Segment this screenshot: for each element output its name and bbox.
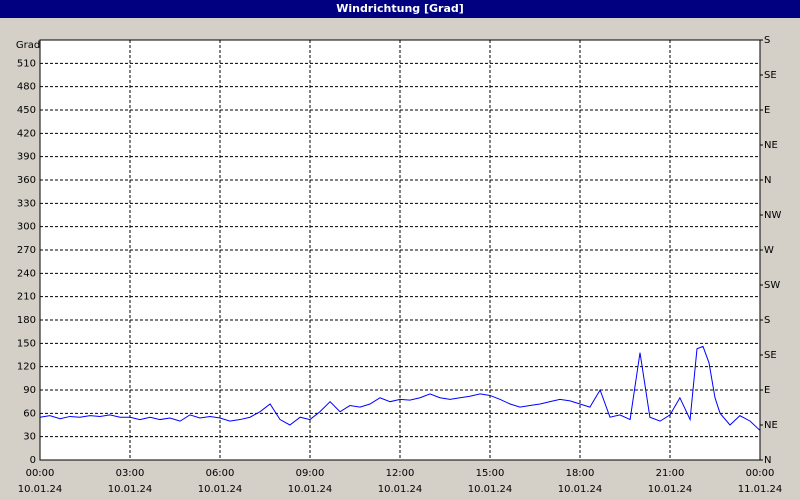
chart-title: Windrichtung [Grad] <box>336 2 464 15</box>
x-tick-label: 06:00 <box>206 468 235 479</box>
x-tick-date: 10.01.24 <box>288 484 333 495</box>
y-tick-label: 150 <box>17 338 36 349</box>
y2-tick-label: NW <box>764 210 781 221</box>
x-tick-date: 10.01.24 <box>108 484 153 495</box>
y2-tick-label: E <box>764 385 770 396</box>
data-line <box>39 345 761 431</box>
y2-tick-label: N <box>764 455 771 466</box>
x-tick-date: 10.01.24 <box>468 484 513 495</box>
x-tick-label: 12:00 <box>386 468 415 479</box>
y-tick-label: 240 <box>17 268 36 279</box>
x-tick-date: 10.01.24 <box>558 484 603 495</box>
y-tick-label: 510 <box>17 58 36 69</box>
x-tick-date: 10.01.24 <box>648 484 693 495</box>
x-tick-label: 18:00 <box>566 468 595 479</box>
y2-tick-label: S <box>764 35 770 46</box>
y2-tick-label: E <box>764 105 770 116</box>
y-tick-label: 450 <box>17 105 36 116</box>
y2-tick-label: W <box>764 245 774 256</box>
y-tick-label: 0 <box>30 455 36 466</box>
y-tick-label: 300 <box>17 222 36 233</box>
y-tick-label: 480 <box>17 82 36 93</box>
x-tick-label: 03:00 <box>116 468 145 479</box>
x-tick-date: 11.01.24 <box>738 484 783 495</box>
y-tick-label: 420 <box>17 128 36 139</box>
x-tick-date: 10.01.24 <box>378 484 423 495</box>
y-tick-label: 390 <box>17 152 36 163</box>
x-tick-date: 10.01.24 <box>198 484 243 495</box>
y-tick-label: 180 <box>17 315 36 326</box>
x-tick-label: 00:00 <box>26 468 55 479</box>
x-tick-date: 10.01.24 <box>18 484 63 495</box>
y2-tick-label: SW <box>764 280 780 291</box>
x-tick-label: 21:00 <box>656 468 685 479</box>
y2-tick-label: S <box>764 315 770 326</box>
y2-tick-label: SE <box>764 70 777 81</box>
y-axis-label: Grad <box>16 40 40 51</box>
x-tick-label: 00:00 <box>746 468 775 479</box>
x-tick-label: 15:00 <box>476 468 505 479</box>
y-tick-label: 120 <box>17 362 36 373</box>
y-tick-label: 60 <box>23 408 36 419</box>
y2-tick-label: NE <box>764 140 778 151</box>
y-tick-label: 270 <box>17 245 36 256</box>
x-tick-label: 09:00 <box>296 468 325 479</box>
y2-tick-label: SE <box>764 350 777 361</box>
y-tick-label: 30 <box>23 432 36 443</box>
y-tick-label: 330 <box>17 198 36 209</box>
y-tick-label: 360 <box>17 175 36 186</box>
y2-tick-label: NE <box>764 420 778 431</box>
plot-border <box>39 39 761 461</box>
y2-tick-label: N <box>764 175 771 186</box>
y-tick-label: 210 <box>17 292 36 303</box>
y-tick-label: 90 <box>23 385 36 396</box>
title-bar <box>0 0 800 18</box>
